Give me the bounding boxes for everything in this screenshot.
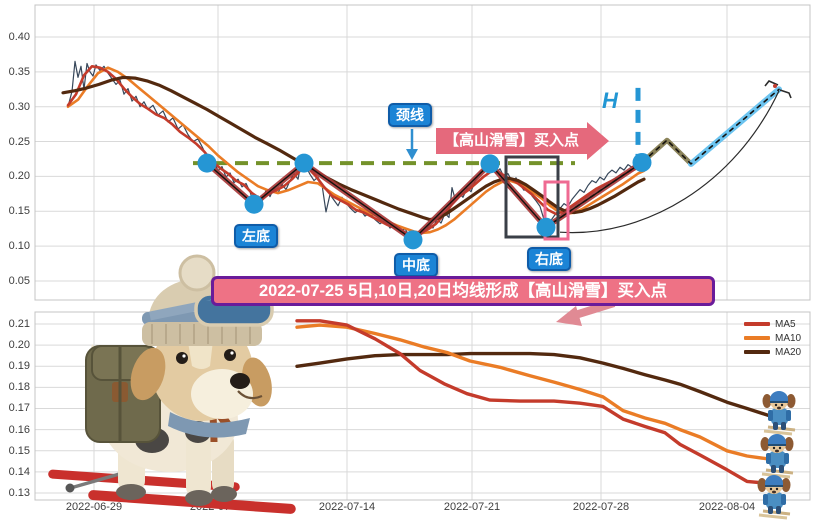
legend-item: MA10 [744, 331, 801, 345]
highlight-rect-black [504, 155, 560, 239]
bottom-y-tick-label: 0.18 [8, 381, 30, 393]
legend-item: MA20 [744, 345, 801, 359]
x-date-label: 2022-07-21 [443, 501, 501, 513]
pattern-dot [632, 152, 652, 172]
top-y-tick-label: 0.20 [8, 170, 30, 182]
left-bottom-label: 左底 [234, 224, 278, 248]
pattern-dot [403, 230, 423, 250]
bottom-y-tick-label: 0.14 [8, 466, 30, 478]
x-date-label: 2022-06-29 [65, 501, 123, 513]
legend-item: MA5 [744, 317, 801, 331]
x-date-label: 2022-07-28 [572, 501, 630, 513]
buy-point-text: 【高山滑雪】买入点 [444, 132, 580, 149]
top-y-tick-label: 0.25 [8, 136, 30, 148]
bottom-y-tick-label: 0.20 [8, 339, 30, 351]
height-h-label: H [602, 88, 618, 113]
buy-point-callout: 【高山滑雪】买入点 [436, 122, 610, 160]
signal-banner: 2022-07-25 5日,10日,20日均线形成【高山滑雪】买入点 [211, 276, 715, 306]
top-y-tick-label: 0.40 [8, 31, 30, 43]
top-y-tick-label: 0.10 [8, 240, 30, 252]
mid-bottom-label: 中底 [394, 253, 438, 277]
tip-mark [779, 89, 792, 99]
callout-arrow-icon [587, 122, 610, 160]
top-y-tick-label: 0.05 [8, 275, 30, 287]
tip-mark [764, 80, 779, 87]
x-date-label: 2022-07-14 [318, 501, 376, 513]
ski-dog-sprite [761, 389, 797, 436]
bottom-y-tick-label: 0.13 [8, 487, 30, 499]
legend-label: MA10 [775, 332, 802, 344]
ski-dog-sprite [756, 473, 792, 520]
pattern-dot [480, 154, 500, 174]
series-MA5 [66, 65, 645, 237]
plot-border [34, 311, 811, 501]
neckline-label: 颈线 [388, 103, 432, 127]
bottom-y-tick-label: 0.15 [8, 445, 30, 457]
tip-mark-red [773, 84, 777, 88]
top-y-tick-label: 0.30 [8, 101, 30, 113]
legend-swatch [744, 322, 770, 326]
bottom-y-tick-label: 0.16 [8, 424, 30, 436]
legend-label: MA20 [775, 346, 802, 358]
bottom-y-tick-label: 0.19 [8, 360, 30, 372]
bottom-series-MA20 [295, 351, 775, 419]
pattern-dot [197, 153, 217, 173]
bottom-series-MA10 [295, 323, 772, 461]
legend-label: MA5 [775, 318, 796, 330]
legend-swatch [744, 350, 770, 354]
ski-dog-figurine-image [48, 254, 296, 514]
highlight-rect-pink [543, 180, 570, 241]
pattern-dot [294, 153, 314, 173]
ski-dog-sprite [759, 432, 795, 479]
down-left-arrow-icon [556, 299, 616, 326]
pattern-dot [244, 194, 264, 214]
bottom-y-tick-label: 0.21 [8, 318, 30, 330]
neckline-arrowhead [406, 149, 418, 160]
pattern-dot [536, 217, 556, 237]
bottom-y-tick-label: 0.17 [8, 402, 30, 414]
right-bottom-label: 右底 [527, 247, 571, 271]
target-arc-line [559, 90, 780, 234]
legend: MA5 MA10 MA20 [744, 317, 801, 359]
legend-swatch [744, 336, 770, 340]
bottom-series-MA5 [295, 319, 772, 486]
x-date-label: 2022-08-04 [698, 501, 756, 513]
top-y-tick-label: 0.15 [8, 205, 30, 217]
top-y-tick-label: 0.35 [8, 66, 30, 78]
